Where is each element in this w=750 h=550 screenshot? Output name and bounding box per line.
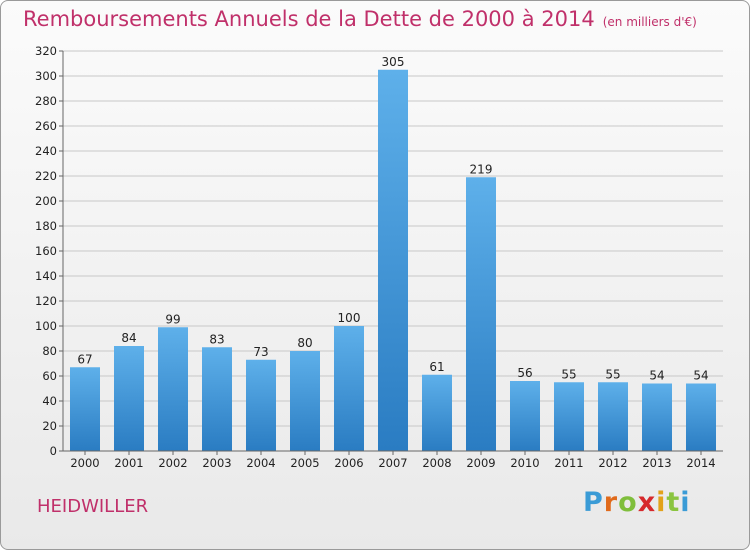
logo-letter: x	[637, 487, 657, 518]
bar-value-label: 61	[429, 360, 444, 374]
logo-letter: t	[666, 487, 681, 518]
bar-value-label: 54	[649, 369, 664, 383]
y-tick-label: 0	[50, 444, 57, 458]
y-tick-label: 280	[35, 94, 57, 108]
commune-name: HEIDWILLER	[37, 496, 149, 517]
y-tick-label: 120	[35, 294, 57, 308]
y-tick-label: 100	[35, 319, 57, 333]
bar-value-label: 99	[165, 312, 180, 326]
bar	[290, 351, 320, 451]
x-axis: 2000 2001 2002 2003 2004 2005 2006 2007 2008 2009…	[63, 450, 723, 470]
x-tick-label: 2009	[466, 456, 495, 470]
x-tick-label: 2004	[246, 456, 275, 470]
x-tick-label: 2012	[598, 456, 627, 470]
bar-value-label: 56	[517, 366, 532, 380]
proxiti-logo: Proxiti	[583, 487, 691, 518]
bar	[554, 382, 584, 451]
y-tick-label: 40	[42, 394, 57, 408]
y-tick-label: 260	[35, 119, 57, 133]
bar	[158, 327, 188, 451]
y-tick-label: 160	[35, 244, 57, 258]
bar	[334, 326, 364, 451]
x-tick-label: 2011	[554, 456, 583, 470]
bar-value-label: 54	[693, 369, 708, 383]
bar-value-label: 80	[297, 336, 312, 350]
bar	[686, 383, 716, 451]
x-tick-label: 2013	[642, 456, 671, 470]
x-tick-label: 2010	[510, 456, 539, 470]
x-tick-label: 2008	[422, 456, 451, 470]
x-tick-label: 2003	[202, 456, 231, 470]
x-tick-label: 2001	[114, 456, 143, 470]
logo-letter: r	[603, 487, 619, 518]
x-tick-label: 2000	[70, 456, 99, 470]
bar	[378, 69, 408, 451]
bar	[114, 346, 144, 451]
y-tick-label: 20	[42, 419, 57, 433]
bar-value-label: 55	[561, 367, 576, 381]
y-tick-label: 220	[35, 169, 57, 183]
logo-letter: i	[680, 487, 691, 518]
bar-value-label: 219	[470, 162, 493, 176]
x-tick-label: 2014	[686, 456, 715, 470]
bar-value-label: 83	[209, 332, 224, 346]
bar-value-label: 84	[121, 331, 136, 345]
y-tick-label: 200	[35, 194, 57, 208]
x-tick-label: 2002	[158, 456, 187, 470]
y-tick-label: 140	[35, 269, 57, 283]
logo-letter: P	[583, 487, 604, 518]
bar	[70, 367, 100, 451]
y-tick-label: 180	[35, 219, 57, 233]
bar	[202, 347, 232, 451]
y-tick-label: 240	[35, 144, 57, 158]
y-tick-label: 320	[35, 44, 57, 58]
y-tick-label: 60	[42, 369, 57, 383]
bar	[466, 177, 496, 451]
bar-value-label: 55	[605, 367, 620, 381]
title-text: Remboursements Annuels de la Dette de 20…	[23, 7, 595, 31]
x-tick-label: 2005	[290, 456, 319, 470]
bar-value-label: 67	[77, 352, 92, 366]
y-axis: 0 20 40 60 80 100 120 140 160 180 200 220 240 260 280 3…	[35, 44, 64, 458]
bars: 67 84 99 83 73 80 100 305 61 219 56 55 55 54 54	[70, 55, 716, 451]
bar	[422, 374, 452, 451]
bar-value-label: 100	[338, 311, 361, 325]
bar	[598, 382, 628, 451]
bar-value-label: 73	[253, 345, 268, 359]
y-tick-label: 80	[42, 344, 57, 358]
title-unit: (en milliers d'€)	[602, 15, 697, 29]
x-tick-label: 2006	[334, 456, 363, 470]
chart-title: Remboursements Annuels de la Dette de 20…	[23, 7, 697, 31]
bar	[246, 359, 276, 451]
logo-letter: o	[618, 487, 638, 518]
bar-value-label: 305	[382, 55, 405, 69]
logo-letter: i	[656, 487, 667, 518]
x-tick-label: 2007	[378, 456, 407, 470]
y-tick-label: 300	[35, 69, 57, 83]
bar	[642, 383, 672, 451]
bar	[510, 381, 540, 451]
